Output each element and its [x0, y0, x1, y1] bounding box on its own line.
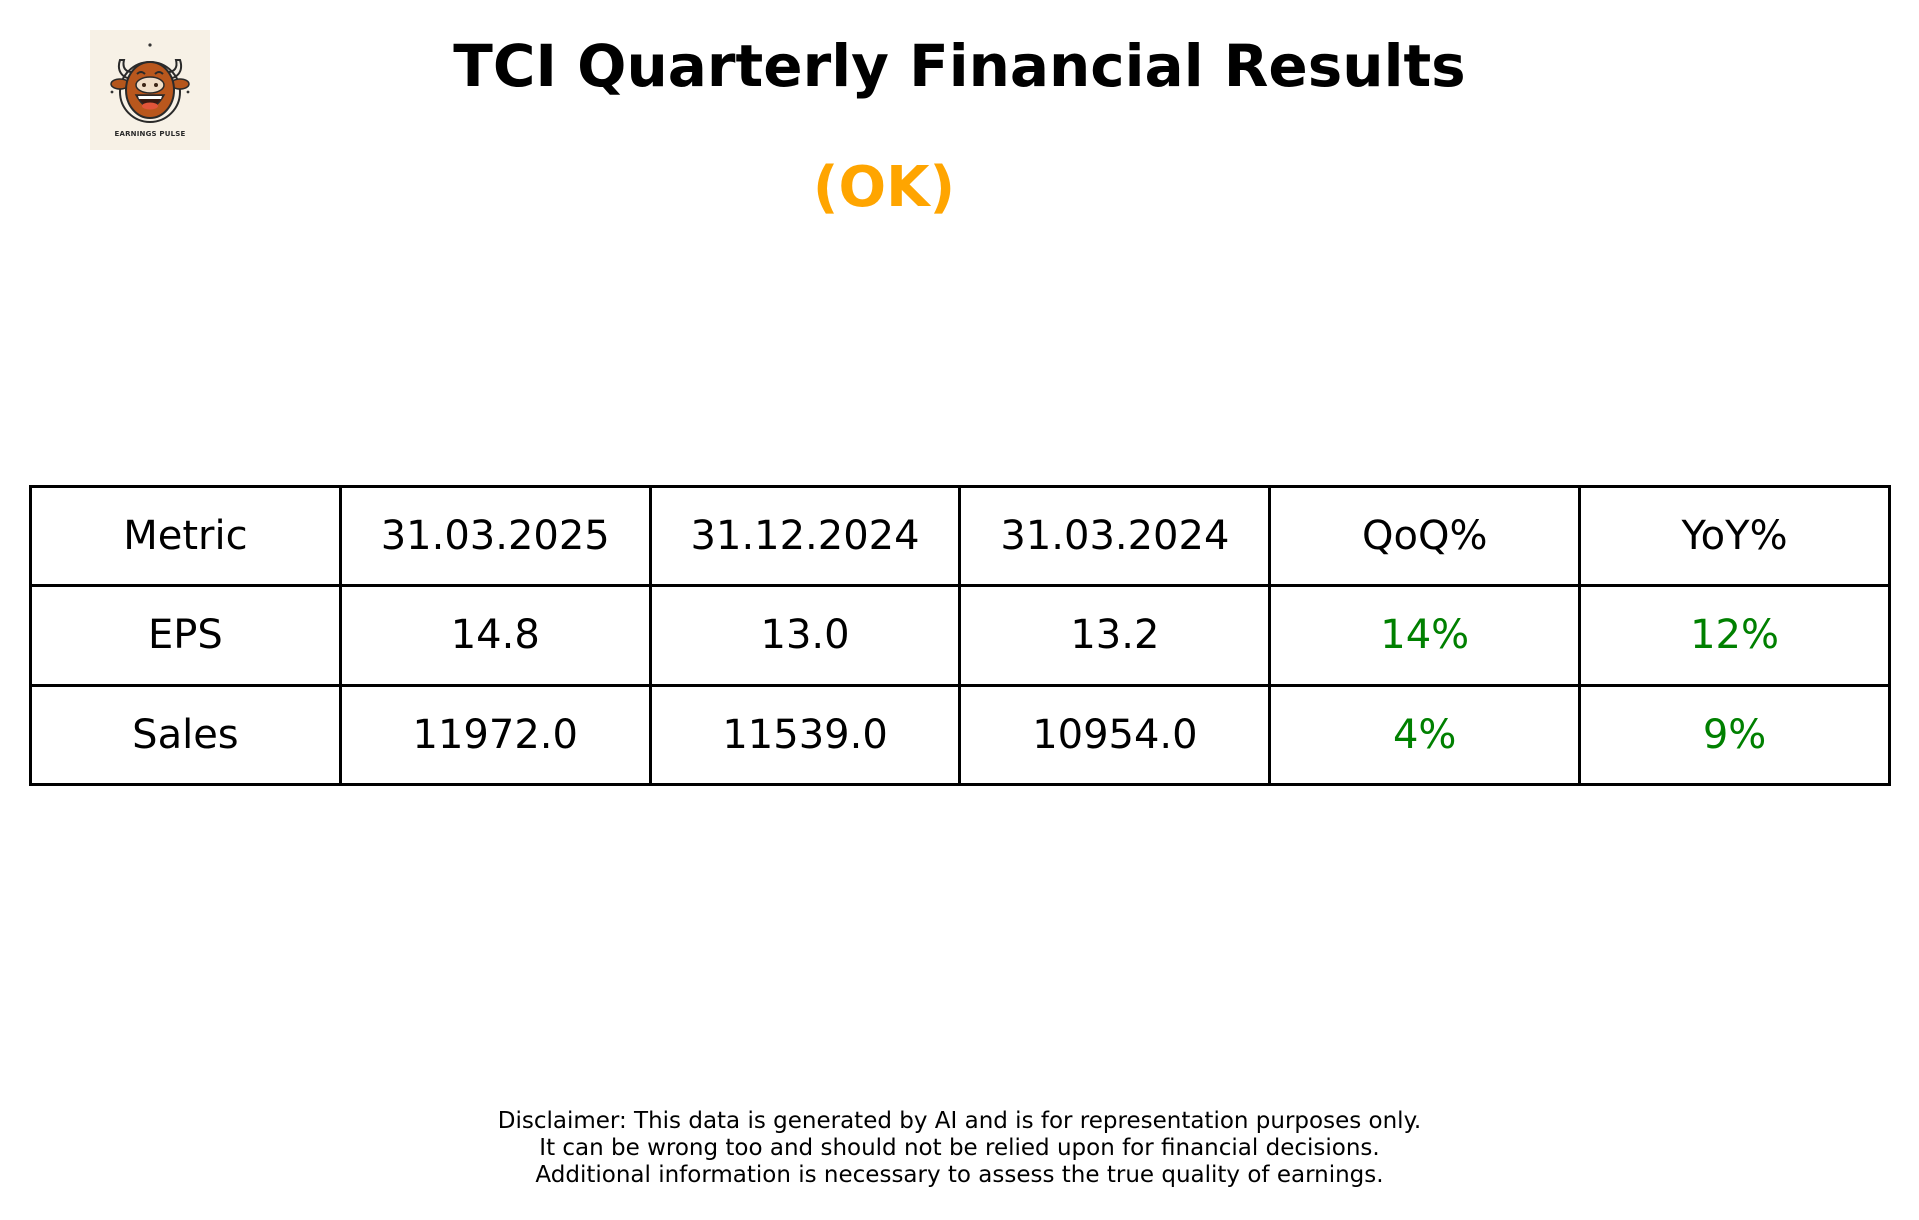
- disclaimer-line-2: It can be wrong too and should not be re…: [539, 1135, 1380, 1161]
- cell-qoq: 4%: [1268, 683, 1582, 787]
- cell-metric: EPS: [29, 584, 342, 687]
- column-header-qoq: QoQ%: [1268, 484, 1582, 588]
- earnings-pulse-logo: EARNINGS PULSE: [90, 30, 210, 150]
- table-header-row: Metric 31.03.2025 31.12.2024 31.03.2024 …: [29, 484, 1891, 588]
- disclaimer: Disclaimer: This data is generated by AI…: [0, 1108, 1919, 1189]
- column-header-q1: 31.03.2025: [338, 484, 652, 588]
- column-header-q3: 31.03.2024: [958, 484, 1272, 588]
- financial-results-table: Metric 31.03.2025 31.12.2024 31.03.2024 …: [29, 484, 1891, 787]
- table-row-eps: EPS 14.8 13.0 13.2 14% 12%: [29, 584, 1891, 687]
- column-header-q2: 31.12.2024: [648, 484, 962, 588]
- cell-q2: 11539.0: [648, 683, 962, 787]
- cell-yoy: 12%: [1578, 584, 1891, 687]
- column-header-yoy: YoY%: [1578, 484, 1891, 588]
- cell-q1: 11972.0: [338, 683, 652, 787]
- status-label: (OK): [812, 155, 956, 220]
- cell-qoq: 14%: [1268, 584, 1582, 687]
- bull-mascot-icon: [110, 43, 190, 123]
- cell-q3: 10954.0: [958, 683, 1272, 787]
- cell-yoy: 9%: [1578, 683, 1891, 787]
- cell-q1: 14.8: [338, 584, 652, 687]
- cell-metric: Sales: [29, 683, 342, 787]
- page-title: TCI Quarterly Financial Results: [453, 32, 1466, 100]
- table-row-sales: Sales 11972.0 11539.0 10954.0 4% 9%: [29, 683, 1891, 787]
- disclaimer-line-1: Disclaimer: This data is generated by AI…: [497, 1108, 1422, 1134]
- disclaimer-line-3: Additional information is necessary to a…: [535, 1162, 1384, 1188]
- cell-q3: 13.2: [958, 584, 1272, 687]
- column-header-metric: Metric: [29, 484, 342, 588]
- logo-text: EARNINGS PULSE: [114, 130, 186, 138]
- cell-q2: 13.0: [648, 584, 962, 687]
